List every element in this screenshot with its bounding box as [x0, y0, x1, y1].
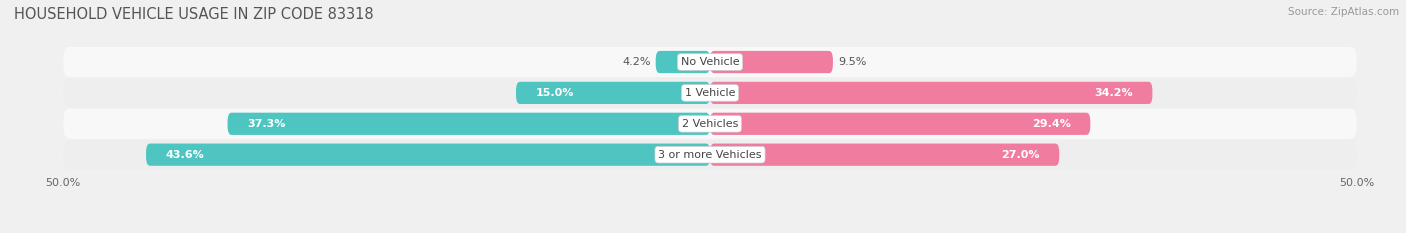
FancyBboxPatch shape [710, 113, 1090, 135]
Text: 4.2%: 4.2% [621, 57, 651, 67]
Text: 1 Vehicle: 1 Vehicle [685, 88, 735, 98]
Legend: Owner-occupied, Renter-occupied: Owner-occupied, Renter-occupied [588, 229, 832, 233]
FancyBboxPatch shape [63, 140, 1357, 170]
FancyBboxPatch shape [516, 82, 710, 104]
Text: 43.6%: 43.6% [166, 150, 204, 160]
FancyBboxPatch shape [710, 144, 1059, 166]
FancyBboxPatch shape [63, 109, 1357, 139]
Text: 9.5%: 9.5% [838, 57, 866, 67]
FancyBboxPatch shape [146, 144, 710, 166]
FancyBboxPatch shape [228, 113, 710, 135]
FancyBboxPatch shape [710, 51, 832, 73]
FancyBboxPatch shape [63, 47, 1357, 77]
Text: Source: ZipAtlas.com: Source: ZipAtlas.com [1288, 7, 1399, 17]
FancyBboxPatch shape [655, 51, 710, 73]
Text: 27.0%: 27.0% [1001, 150, 1040, 160]
Text: 29.4%: 29.4% [1032, 119, 1071, 129]
Text: HOUSEHOLD VEHICLE USAGE IN ZIP CODE 83318: HOUSEHOLD VEHICLE USAGE IN ZIP CODE 8331… [14, 7, 374, 22]
Text: 34.2%: 34.2% [1094, 88, 1133, 98]
Text: 2 Vehicles: 2 Vehicles [682, 119, 738, 129]
FancyBboxPatch shape [710, 82, 1153, 104]
Text: 37.3%: 37.3% [247, 119, 285, 129]
Text: 3 or more Vehicles: 3 or more Vehicles [658, 150, 762, 160]
Text: 15.0%: 15.0% [536, 88, 574, 98]
FancyBboxPatch shape [63, 78, 1357, 108]
Text: No Vehicle: No Vehicle [681, 57, 740, 67]
